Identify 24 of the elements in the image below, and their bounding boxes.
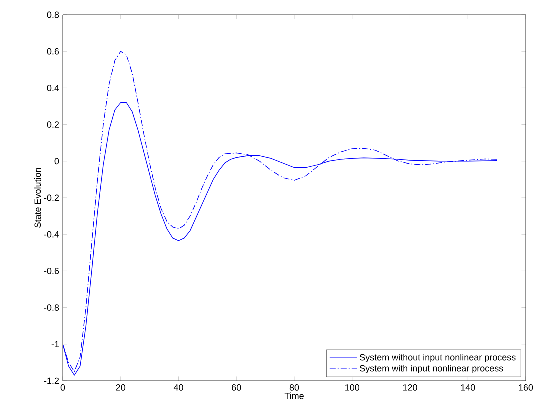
x-tick-label: 160 <box>519 384 534 391</box>
y-tick-label: 0.2 <box>47 122 60 128</box>
legend-label: System without input nonlinear process <box>360 354 516 362</box>
x-tick-label: 120 <box>403 384 418 391</box>
y-tick-label: -1.2 <box>44 378 60 384</box>
y-axis-title: State Evolution <box>34 168 42 228</box>
x-tick-label: 20 <box>116 384 126 391</box>
y-tick-label: -1 <box>52 341 60 348</box>
y-tick-label: 0 <box>54 158 60 165</box>
y-tick-label: -0.8 <box>44 304 60 311</box>
x-tick-label: 100 <box>346 384 360 391</box>
y-tick-label: 0.8 <box>47 12 60 18</box>
y-tick-label: -0.2 <box>44 194 60 202</box>
x-axis-title: Time <box>284 392 304 400</box>
x-tick-label: 80 <box>290 384 300 391</box>
x-tick-label: 40 <box>174 384 184 391</box>
y-tick-label: 0.4 <box>47 85 60 92</box>
y-tick-label: 0.6 <box>47 48 60 55</box>
y-tick-label: -0.6 <box>44 268 60 274</box>
y-tick-label: -0.4 <box>44 231 60 238</box>
x-tick-label: 60 <box>232 384 242 391</box>
x-tick-label: 0 <box>60 384 66 391</box>
x-tick-label: 140 <box>461 384 476 391</box>
legend-label: System with input nonlinear process <box>360 365 504 374</box>
